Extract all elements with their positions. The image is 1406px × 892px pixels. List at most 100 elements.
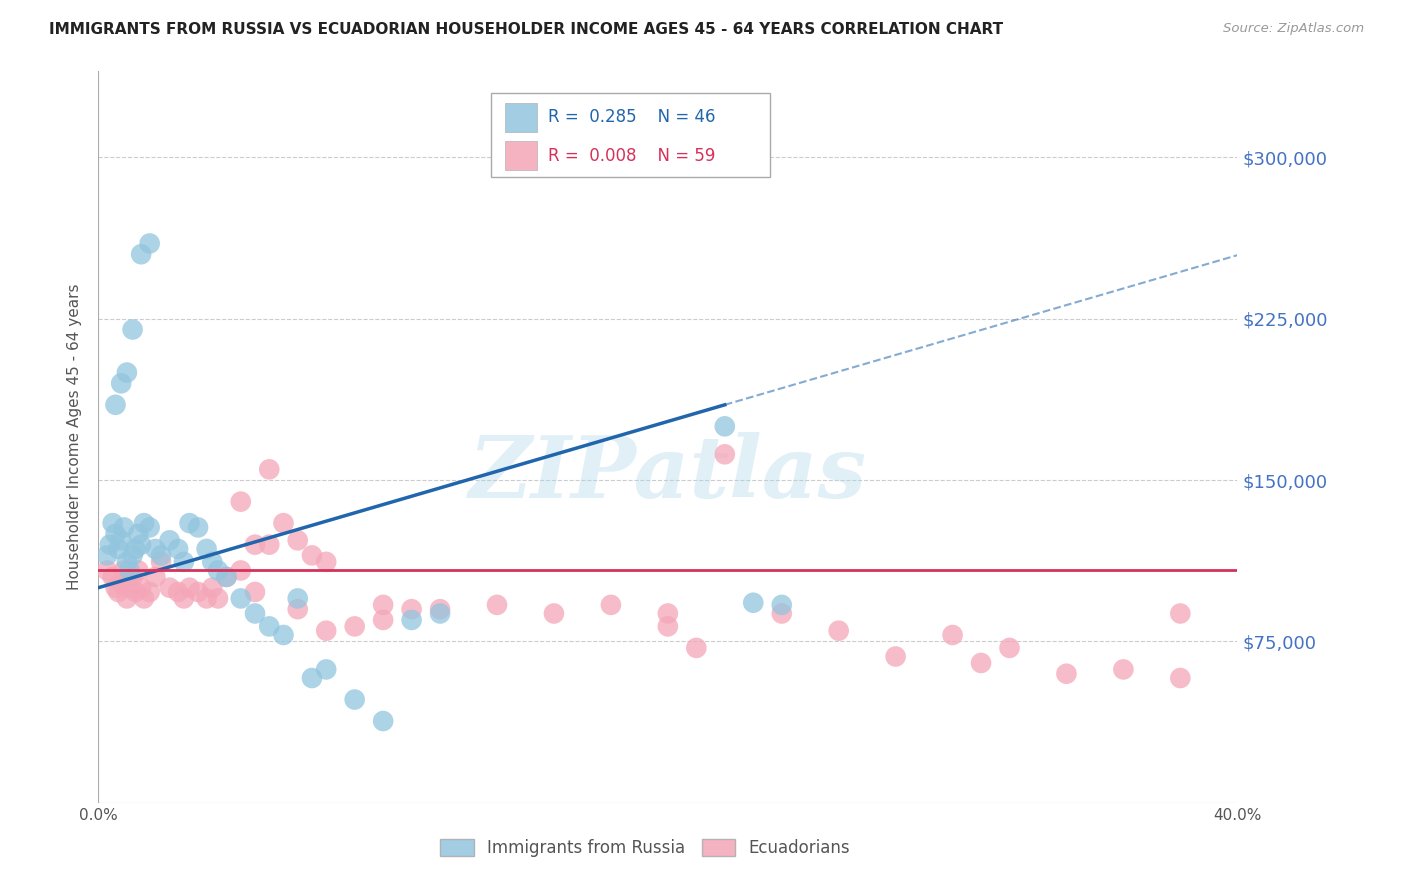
Point: [1112, 662, 1135, 676]
Point: [107, 585, 129, 599]
Point: [98, 538, 121, 552]
Point: [195, 591, 218, 606]
Point: [104, 398, 127, 412]
Point: [101, 570, 124, 584]
Point: [273, 628, 295, 642]
Point: [112, 520, 135, 534]
Point: [259, 538, 281, 552]
Point: [101, 516, 124, 530]
Point: [315, 662, 337, 676]
Point: [884, 649, 907, 664]
Point: [115, 591, 138, 606]
Point: [657, 619, 679, 633]
Point: [150, 555, 173, 569]
Point: [201, 555, 224, 569]
Point: [770, 598, 793, 612]
Point: [287, 591, 309, 606]
Point: [124, 585, 146, 599]
Point: [373, 613, 395, 627]
Point: [201, 581, 224, 595]
FancyBboxPatch shape: [491, 94, 770, 178]
Point: [373, 714, 395, 728]
Point: [132, 591, 155, 606]
Point: [742, 596, 765, 610]
Point: [129, 581, 152, 595]
Point: [770, 607, 793, 621]
Point: [259, 462, 281, 476]
Point: [315, 624, 337, 638]
Text: R =  0.008    N = 59: R = 0.008 N = 59: [548, 147, 716, 165]
Point: [132, 516, 155, 530]
Point: [215, 570, 238, 584]
Point: [145, 570, 167, 584]
Point: [150, 549, 173, 563]
Point: [215, 570, 238, 584]
Point: [167, 541, 190, 556]
Point: [1170, 671, 1192, 685]
Point: [243, 538, 266, 552]
Point: [229, 591, 252, 606]
Point: [1056, 666, 1078, 681]
Text: IMMIGRANTS FROM RUSSIA VS ECUADORIAN HOUSEHOLDER INCOME AGES 45 - 64 YEARS CORRE: IMMIGRANTS FROM RUSSIA VS ECUADORIAN HOU…: [49, 22, 1004, 37]
Point: [104, 581, 127, 595]
Point: [118, 581, 141, 595]
Point: [96, 564, 118, 578]
Point: [118, 564, 141, 578]
Point: [195, 541, 218, 556]
Point: [115, 366, 138, 380]
Point: [600, 598, 623, 612]
Point: [138, 236, 160, 251]
Point: [121, 570, 143, 584]
Point: [145, 541, 167, 556]
Point: [187, 520, 209, 534]
Point: [112, 564, 135, 578]
Text: Source: ZipAtlas.com: Source: ZipAtlas.com: [1223, 22, 1364, 36]
Point: [828, 624, 851, 638]
Point: [259, 619, 281, 633]
Point: [115, 555, 138, 569]
Point: [173, 591, 195, 606]
FancyBboxPatch shape: [505, 103, 537, 132]
Point: [121, 549, 143, 563]
Point: [173, 555, 195, 569]
Point: [121, 322, 143, 336]
Point: [287, 602, 309, 616]
Point: [159, 581, 181, 595]
Point: [229, 494, 252, 508]
Point: [343, 619, 366, 633]
Point: [138, 520, 160, 534]
Point: [127, 527, 149, 541]
Point: [127, 564, 149, 578]
Point: [998, 640, 1021, 655]
Point: [429, 607, 451, 621]
Point: [714, 447, 737, 461]
Point: [429, 602, 451, 616]
Point: [486, 598, 509, 612]
Point: [96, 549, 118, 563]
Point: [207, 591, 229, 606]
Text: ZIPatlas: ZIPatlas: [468, 432, 868, 516]
Point: [107, 541, 129, 556]
Point: [401, 602, 423, 616]
Point: [243, 607, 266, 621]
Point: [229, 564, 252, 578]
Point: [167, 585, 190, 599]
Text: R =  0.285    N = 46: R = 0.285 N = 46: [548, 108, 716, 127]
Point: [179, 581, 201, 595]
Point: [207, 564, 229, 578]
Point: [129, 247, 152, 261]
Point: [110, 533, 132, 548]
Point: [373, 598, 395, 612]
Point: [1170, 607, 1192, 621]
Y-axis label: Householder Income Ages 45 - 64 years: Householder Income Ages 45 - 64 years: [66, 284, 82, 591]
Point: [301, 671, 323, 685]
Point: [110, 576, 132, 591]
Point: [179, 516, 201, 530]
Point: [273, 516, 295, 530]
Point: [110, 376, 132, 391]
Point: [942, 628, 965, 642]
Point: [543, 607, 565, 621]
Legend: Immigrants from Russia, Ecuadorians: Immigrants from Russia, Ecuadorians: [433, 832, 856, 864]
Point: [129, 538, 152, 552]
Point: [714, 419, 737, 434]
